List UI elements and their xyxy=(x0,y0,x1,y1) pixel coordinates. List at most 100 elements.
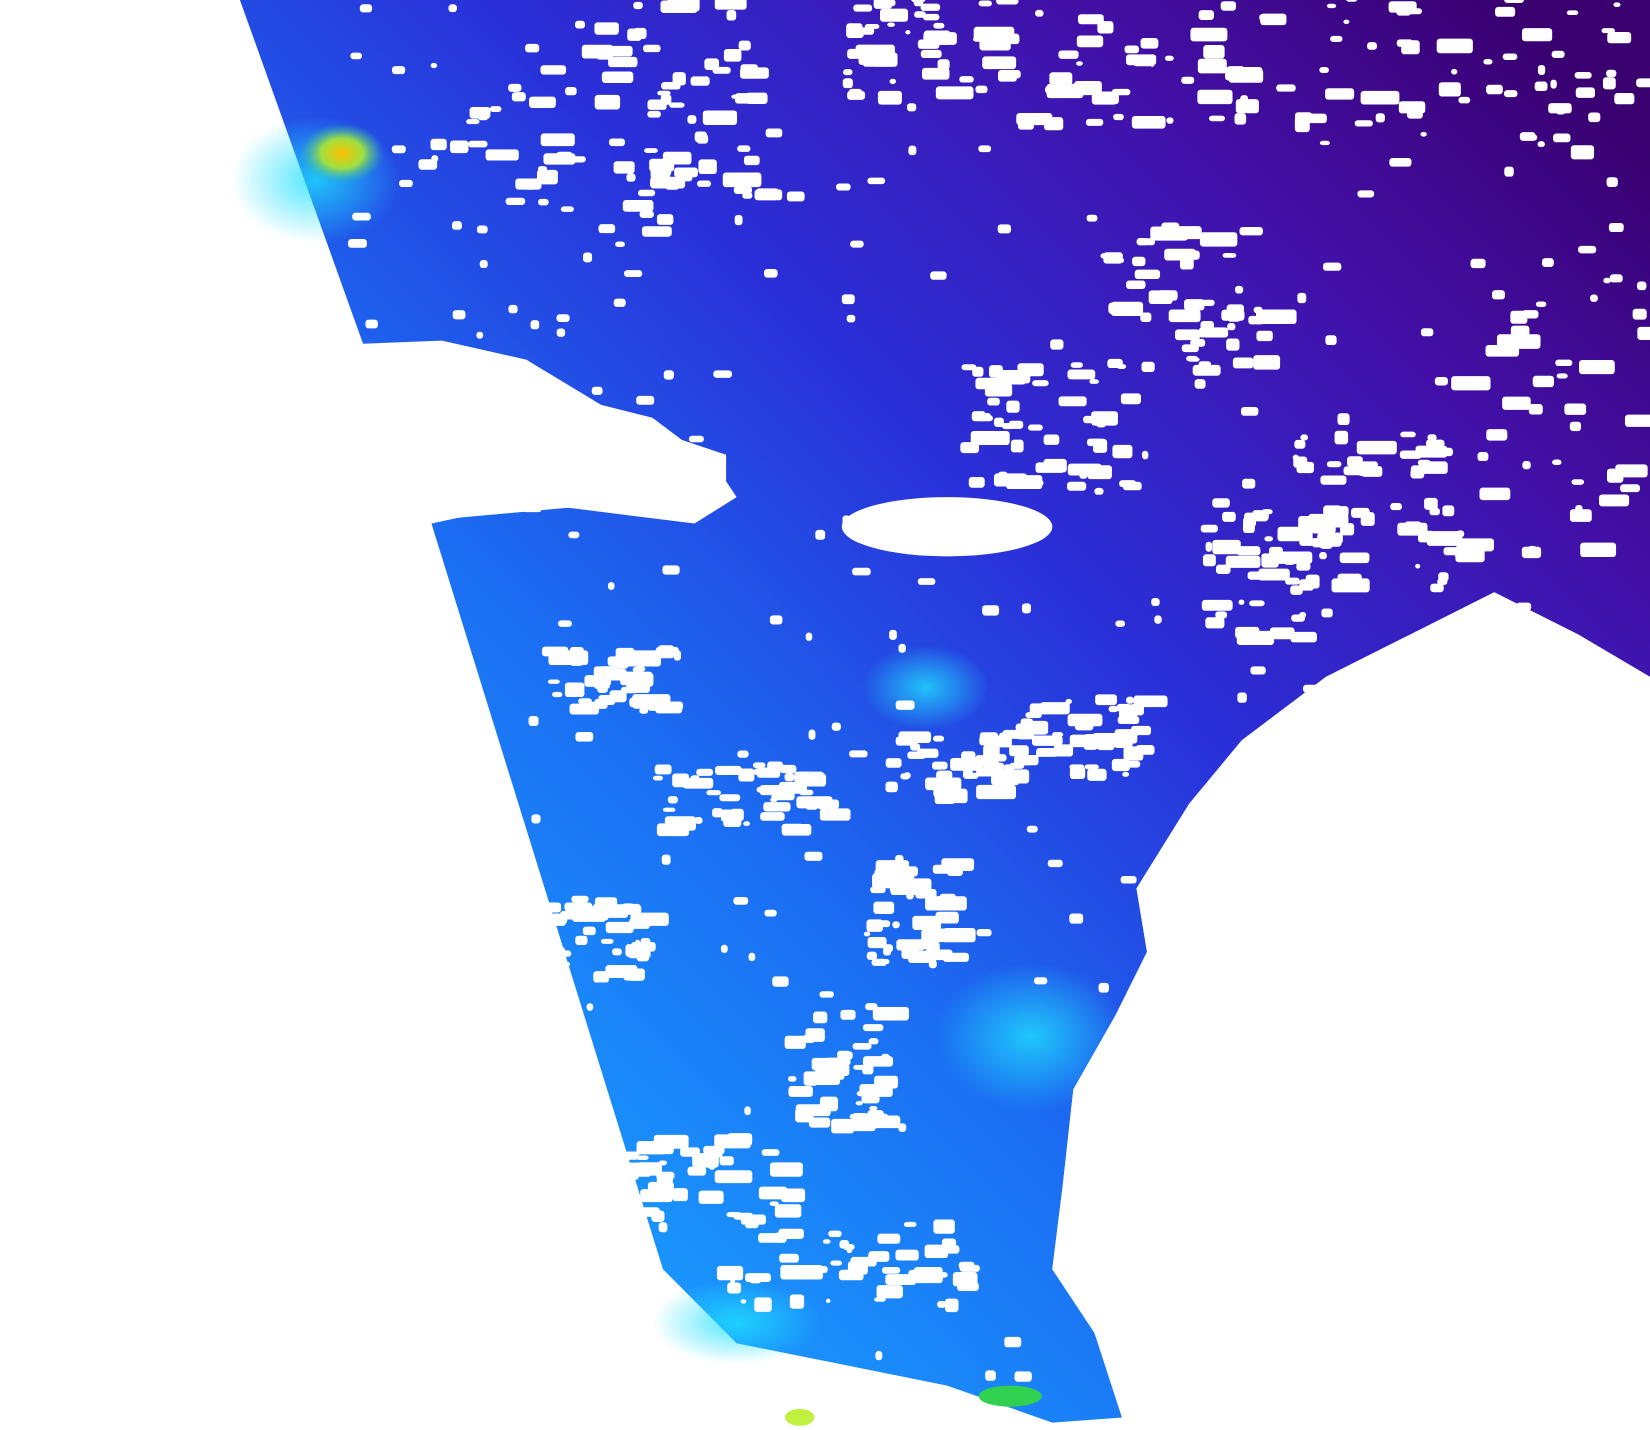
cloud-pixel xyxy=(1417,533,1444,543)
cloud-pixel xyxy=(594,94,621,110)
cloud-pixel xyxy=(1468,1114,1486,1124)
cloud-pixel xyxy=(575,935,588,945)
cloud-pixel xyxy=(1276,84,1296,92)
cloud-pixel xyxy=(1615,464,1648,478)
cloud-pixel xyxy=(1242,478,1256,489)
cloud-pixel xyxy=(1009,745,1029,757)
cloud-pixel xyxy=(505,197,526,205)
cloud-pixel xyxy=(359,4,373,13)
cloud-pixel xyxy=(582,926,596,936)
cloud-pixel xyxy=(993,417,1004,427)
cloud-pixel xyxy=(696,180,712,187)
cloud-pixel xyxy=(517,977,531,984)
cloud-pixel xyxy=(1153,1308,1171,1319)
cloud-pixel xyxy=(1527,545,1537,552)
cloud-pixel xyxy=(649,158,675,172)
cloud-pixel xyxy=(1537,141,1545,148)
cloud-pixel xyxy=(745,1273,771,1283)
cloud-pixel xyxy=(1021,603,1031,614)
cloud-pixel xyxy=(656,823,690,837)
cloud-pixel xyxy=(1565,766,1581,774)
cloud-pixel xyxy=(1361,466,1383,477)
cloud-pixel xyxy=(605,1189,618,1195)
cloud-pixel xyxy=(1302,1062,1319,1070)
cloud-pixel xyxy=(508,83,522,92)
cloud-pixel xyxy=(1108,302,1139,314)
cloud-pixel xyxy=(593,666,619,678)
high-chlorophyll xyxy=(785,1408,815,1426)
cloud-pixel xyxy=(881,1267,901,1274)
cloud-pixel xyxy=(1050,339,1064,350)
cloud-pixel xyxy=(605,921,634,934)
cloud-pixel xyxy=(1484,1249,1501,1259)
cloud-pixel xyxy=(1126,280,1146,290)
cloud-pixel xyxy=(933,735,945,742)
cloud-pixel xyxy=(1197,89,1233,105)
cloud-pixel xyxy=(1532,375,1555,388)
cloud-pixel xyxy=(1184,299,1205,311)
cloud-pixel xyxy=(508,304,518,314)
cloud-pixel xyxy=(1570,145,1595,160)
cloud-pixel xyxy=(1427,434,1437,441)
cloud-pixel xyxy=(765,128,783,138)
cloud-pixel xyxy=(1151,598,1160,607)
cloud-pixel xyxy=(593,971,610,983)
cloud-pixel xyxy=(1477,452,1489,462)
cloud-pixel xyxy=(672,1188,688,1202)
cloud-pixel xyxy=(1116,364,1127,369)
cloud-pixel xyxy=(694,817,703,824)
cloud-pixel xyxy=(1241,744,1258,753)
cloud-pixel xyxy=(613,161,635,174)
cloud-pixel xyxy=(1226,338,1240,351)
cloud-pixel xyxy=(754,189,783,201)
cloud-pixel xyxy=(591,386,603,395)
cloud-pixel xyxy=(933,22,945,29)
cloud-speckles xyxy=(316,0,1650,1382)
cloud-pixel xyxy=(1343,19,1350,25)
cloud-pixel xyxy=(430,62,438,69)
cloud-pixel xyxy=(772,976,789,987)
cloud-pixel xyxy=(1203,45,1225,59)
cloud-pixel xyxy=(1135,745,1155,755)
cloud-pixel xyxy=(1083,733,1096,745)
cloud-pixel xyxy=(1205,541,1213,552)
cloud-pixel xyxy=(448,4,457,13)
cloud-pixel xyxy=(907,103,917,112)
cloud-pixel xyxy=(1603,277,1611,284)
cloud-pixel xyxy=(1451,68,1458,75)
cloud-pixel xyxy=(1319,66,1329,74)
cloud-pixel xyxy=(1401,40,1420,55)
cloud-pixel xyxy=(1400,431,1416,438)
cloud-pixel xyxy=(1032,380,1049,387)
cloud-pixel xyxy=(541,949,550,957)
cloud-pixel xyxy=(572,908,606,922)
cloud-pixel xyxy=(855,1101,863,1106)
cloud-pixel xyxy=(1141,361,1155,373)
cloud-pixel xyxy=(1236,546,1261,556)
cloud-pixel xyxy=(853,1064,868,1070)
cloud-pixel xyxy=(1556,105,1566,115)
cloud-pixel xyxy=(1016,113,1053,126)
cloud-pixel xyxy=(571,895,589,903)
cloud-pixel xyxy=(1289,741,1298,749)
cloud-pixel xyxy=(1253,306,1263,314)
cloud-pixel xyxy=(1326,461,1342,468)
cloud-pixel xyxy=(631,1169,639,1180)
cloud-pixel xyxy=(1356,440,1397,455)
cloud-pixel xyxy=(674,167,698,178)
cloud-pixel xyxy=(714,0,747,10)
cloud-pixel xyxy=(1528,134,1538,141)
cloud-pixel xyxy=(1035,9,1044,17)
cloud-pixel xyxy=(444,866,461,873)
cloud-pixel xyxy=(1384,744,1393,754)
cloud-pixel xyxy=(556,314,570,322)
cloud-pixel xyxy=(817,799,840,810)
coastal-water xyxy=(862,645,990,730)
cloud-pixel xyxy=(1113,1270,1133,1279)
cloud-pixel xyxy=(582,1127,595,1138)
cloud-pixel xyxy=(872,1007,910,1021)
cloud-pixel xyxy=(1296,562,1311,571)
cloud-pixel xyxy=(723,813,742,827)
cloud-pixel xyxy=(1528,404,1543,415)
cloud-pixel xyxy=(993,473,1028,487)
